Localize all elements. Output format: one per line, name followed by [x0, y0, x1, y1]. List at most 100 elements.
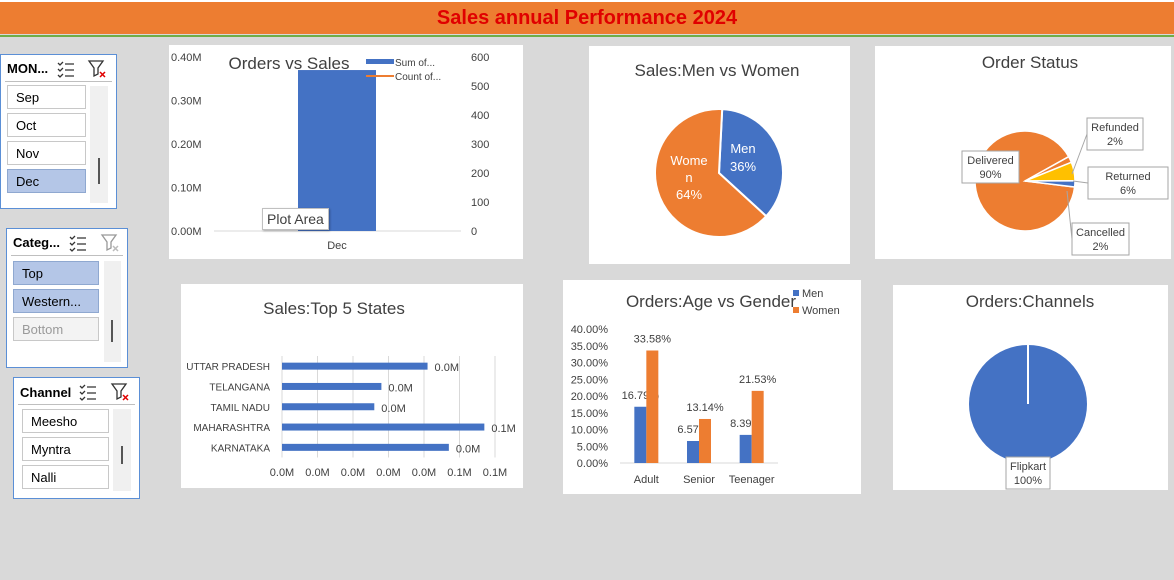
- slicer-item-western[interactable]: Western...: [13, 289, 99, 313]
- slicer-scrollbar[interactable]: [113, 409, 131, 491]
- slicer-item-dec[interactable]: Dec: [7, 169, 86, 193]
- data-label-pct: 64%: [676, 187, 702, 202]
- top5-states-card[interactable]: Sales:Top 5 States 0.0M 0.0M 0.0M 0.0M 0.0M 0.…: [181, 284, 523, 488]
- x-tick-label: Teenager: [729, 474, 775, 486]
- bar-men-adult: [634, 406, 647, 463]
- y-tick-label: TAMIL NADU: [211, 403, 270, 414]
- data-label: 0.0M: [435, 362, 459, 374]
- orders-vs-sales-chart: Orders vs Sales 0.00M 0.10M 0.20M 0.30M 0.40M…: [171, 52, 489, 252]
- data-label-box: [1087, 166, 1169, 200]
- bar-men-senior: [687, 440, 699, 463]
- sales-men-women-card[interactable]: Sales:Men vs Women Men 36% Wome n 64%: [589, 46, 850, 264]
- slicer-item-oct[interactable]: Oct: [7, 113, 86, 137]
- y2-tick-label: 300: [471, 139, 489, 151]
- legend-label-men: Men: [802, 288, 823, 300]
- legend-swatch-sum: [366, 59, 394, 64]
- y-tick-label: KARNATAKA: [211, 443, 270, 454]
- slicer-item-nalli[interactable]: Nalli: [22, 465, 109, 489]
- orders-vs-sales-card[interactable]: Orders vs Sales 0.00M 0.10M 0.20M 0.30M 0.40M…: [169, 45, 523, 259]
- x-tick-label: 0.0M: [412, 467, 436, 479]
- legend-swatch-women: [793, 307, 799, 313]
- data-label-name-cont: n: [685, 170, 692, 185]
- order-status-card[interactable]: Order Status Delivered 90% Refunded 2% Return…: [875, 46, 1171, 259]
- slicer-scroll-thumb[interactable]: [121, 446, 123, 464]
- clear-filter-icon[interactable]: [100, 233, 120, 253]
- category-slicer: Categ... Top Western... Bottom: [6, 228, 128, 368]
- slicer-item-meesho[interactable]: Meesho: [22, 409, 109, 433]
- bar-maharashtra: [282, 423, 485, 431]
- multi-select-icon[interactable]: [68, 233, 88, 253]
- data-label-name: Delivered: [967, 155, 1013, 167]
- x-tick-label: Dec: [327, 240, 347, 252]
- leader-line: [1071, 133, 1088, 175]
- channel-slicer-title: Channel: [20, 385, 72, 400]
- data-label: 33.58%: [634, 334, 672, 346]
- legend-swatch-men: [793, 290, 799, 296]
- dashboard-title: Sales annual Performance 2024: [436, 7, 738, 29]
- slicer-scroll-thumb[interactable]: [111, 320, 113, 342]
- legend-label-women: Women: [802, 305, 840, 317]
- slicer-item-sep[interactable]: Sep: [7, 85, 86, 109]
- clear-filter-icon[interactable]: [87, 59, 107, 79]
- bar-tamil-nadu: [282, 403, 375, 411]
- order-status-chart: Order Status Delivered 90% Refunded 2% Return…: [961, 53, 1169, 256]
- slicer-scrollbar[interactable]: [90, 86, 108, 203]
- slicer-item-top[interactable]: Top: [13, 261, 99, 285]
- data-label-name: Returned: [1105, 171, 1150, 183]
- data-label-pct: 90%: [979, 169, 1001, 181]
- slicer-item-nov[interactable]: Nov: [7, 141, 86, 165]
- data-label-box: [1005, 456, 1051, 490]
- bar-telangana: [282, 382, 382, 390]
- y-tick-label: 35.00%: [571, 341, 609, 353]
- clear-filter-icon[interactable]: [110, 382, 130, 402]
- y-tick-label: 0.10M: [171, 183, 202, 195]
- chart-title: Sales:Men vs Women: [634, 61, 799, 80]
- pie-slice-men: [717, 108, 784, 218]
- bar-uttar-pradesh: [282, 362, 428, 370]
- age-vs-gender-chart: Orders:Age vs Gender 0.00% 5.00% 10.00% 15.0…: [571, 288, 840, 486]
- data-label-name: Cancelled: [1076, 227, 1125, 239]
- y2-tick-label: 100: [471, 197, 489, 209]
- y-tick-label: 40.00%: [571, 324, 609, 336]
- slicer-scroll-thumb[interactable]: [98, 158, 100, 184]
- slicer-scrollbar[interactable]: [104, 261, 121, 362]
- y-tick-label: 0.20M: [171, 139, 202, 151]
- x-tick-label: Adult: [634, 474, 659, 486]
- y-tick-label: 10.00%: [571, 425, 609, 437]
- data-label: 0.0M: [456, 443, 480, 455]
- data-label-box: [961, 150, 1020, 184]
- slicer-item-bottom[interactable]: Bottom: [13, 317, 99, 341]
- bar-women-senior: [699, 418, 711, 463]
- bar-women-adult: [646, 350, 659, 463]
- chart-title: Orders:Age vs Gender: [626, 292, 796, 311]
- chart-title: Order Status: [982, 53, 1078, 72]
- legend-label-sum: Sum of...: [395, 58, 435, 69]
- channels-chart: Orders:Channels Flipkart 100%: [966, 292, 1094, 490]
- slicer-item-myntra[interactable]: Myntra: [22, 437, 109, 461]
- pie-slice-women: [654, 108, 768, 238]
- age-vs-gender-card[interactable]: Orders:Age vs Gender 0.00% 5.00% 10.00% 15.0…: [563, 280, 861, 494]
- y2-tick-label: 600: [471, 52, 489, 64]
- multi-select-icon[interactable]: [56, 59, 76, 79]
- sales-men-women-chart: Sales:Men vs Women Men 36% Wome n 64%: [634, 61, 800, 238]
- channels-card[interactable]: Orders:Channels Flipkart 100%: [893, 285, 1168, 490]
- legend-label-count: Count of...: [395, 72, 441, 83]
- y-tick-label: 20.00%: [571, 391, 609, 403]
- data-label: 21.53%: [739, 374, 777, 386]
- multi-select-icon[interactable]: [78, 382, 98, 402]
- bar-women-teenager: [751, 390, 764, 463]
- y2-tick-label: 0: [471, 226, 477, 238]
- month-slicer: MON... Sep Oct Nov Dec: [0, 54, 117, 209]
- chart-title: Sales:Top 5 States: [263, 299, 405, 318]
- y-tick-label: 0.40M: [171, 52, 202, 64]
- x-tick-label: Senior: [683, 474, 715, 486]
- x-tick-label: 0.0M: [341, 467, 365, 479]
- data-label-pct: 36%: [730, 159, 756, 174]
- x-tick-label: 0.0M: [270, 467, 294, 479]
- chart-title: Orders vs Sales: [229, 54, 350, 73]
- y-tick-label: TELANGANA: [209, 382, 270, 393]
- slicer-header-divider: [18, 404, 135, 405]
- y2-tick-label: 400: [471, 110, 489, 122]
- y-tick-label: 15.00%: [571, 408, 609, 420]
